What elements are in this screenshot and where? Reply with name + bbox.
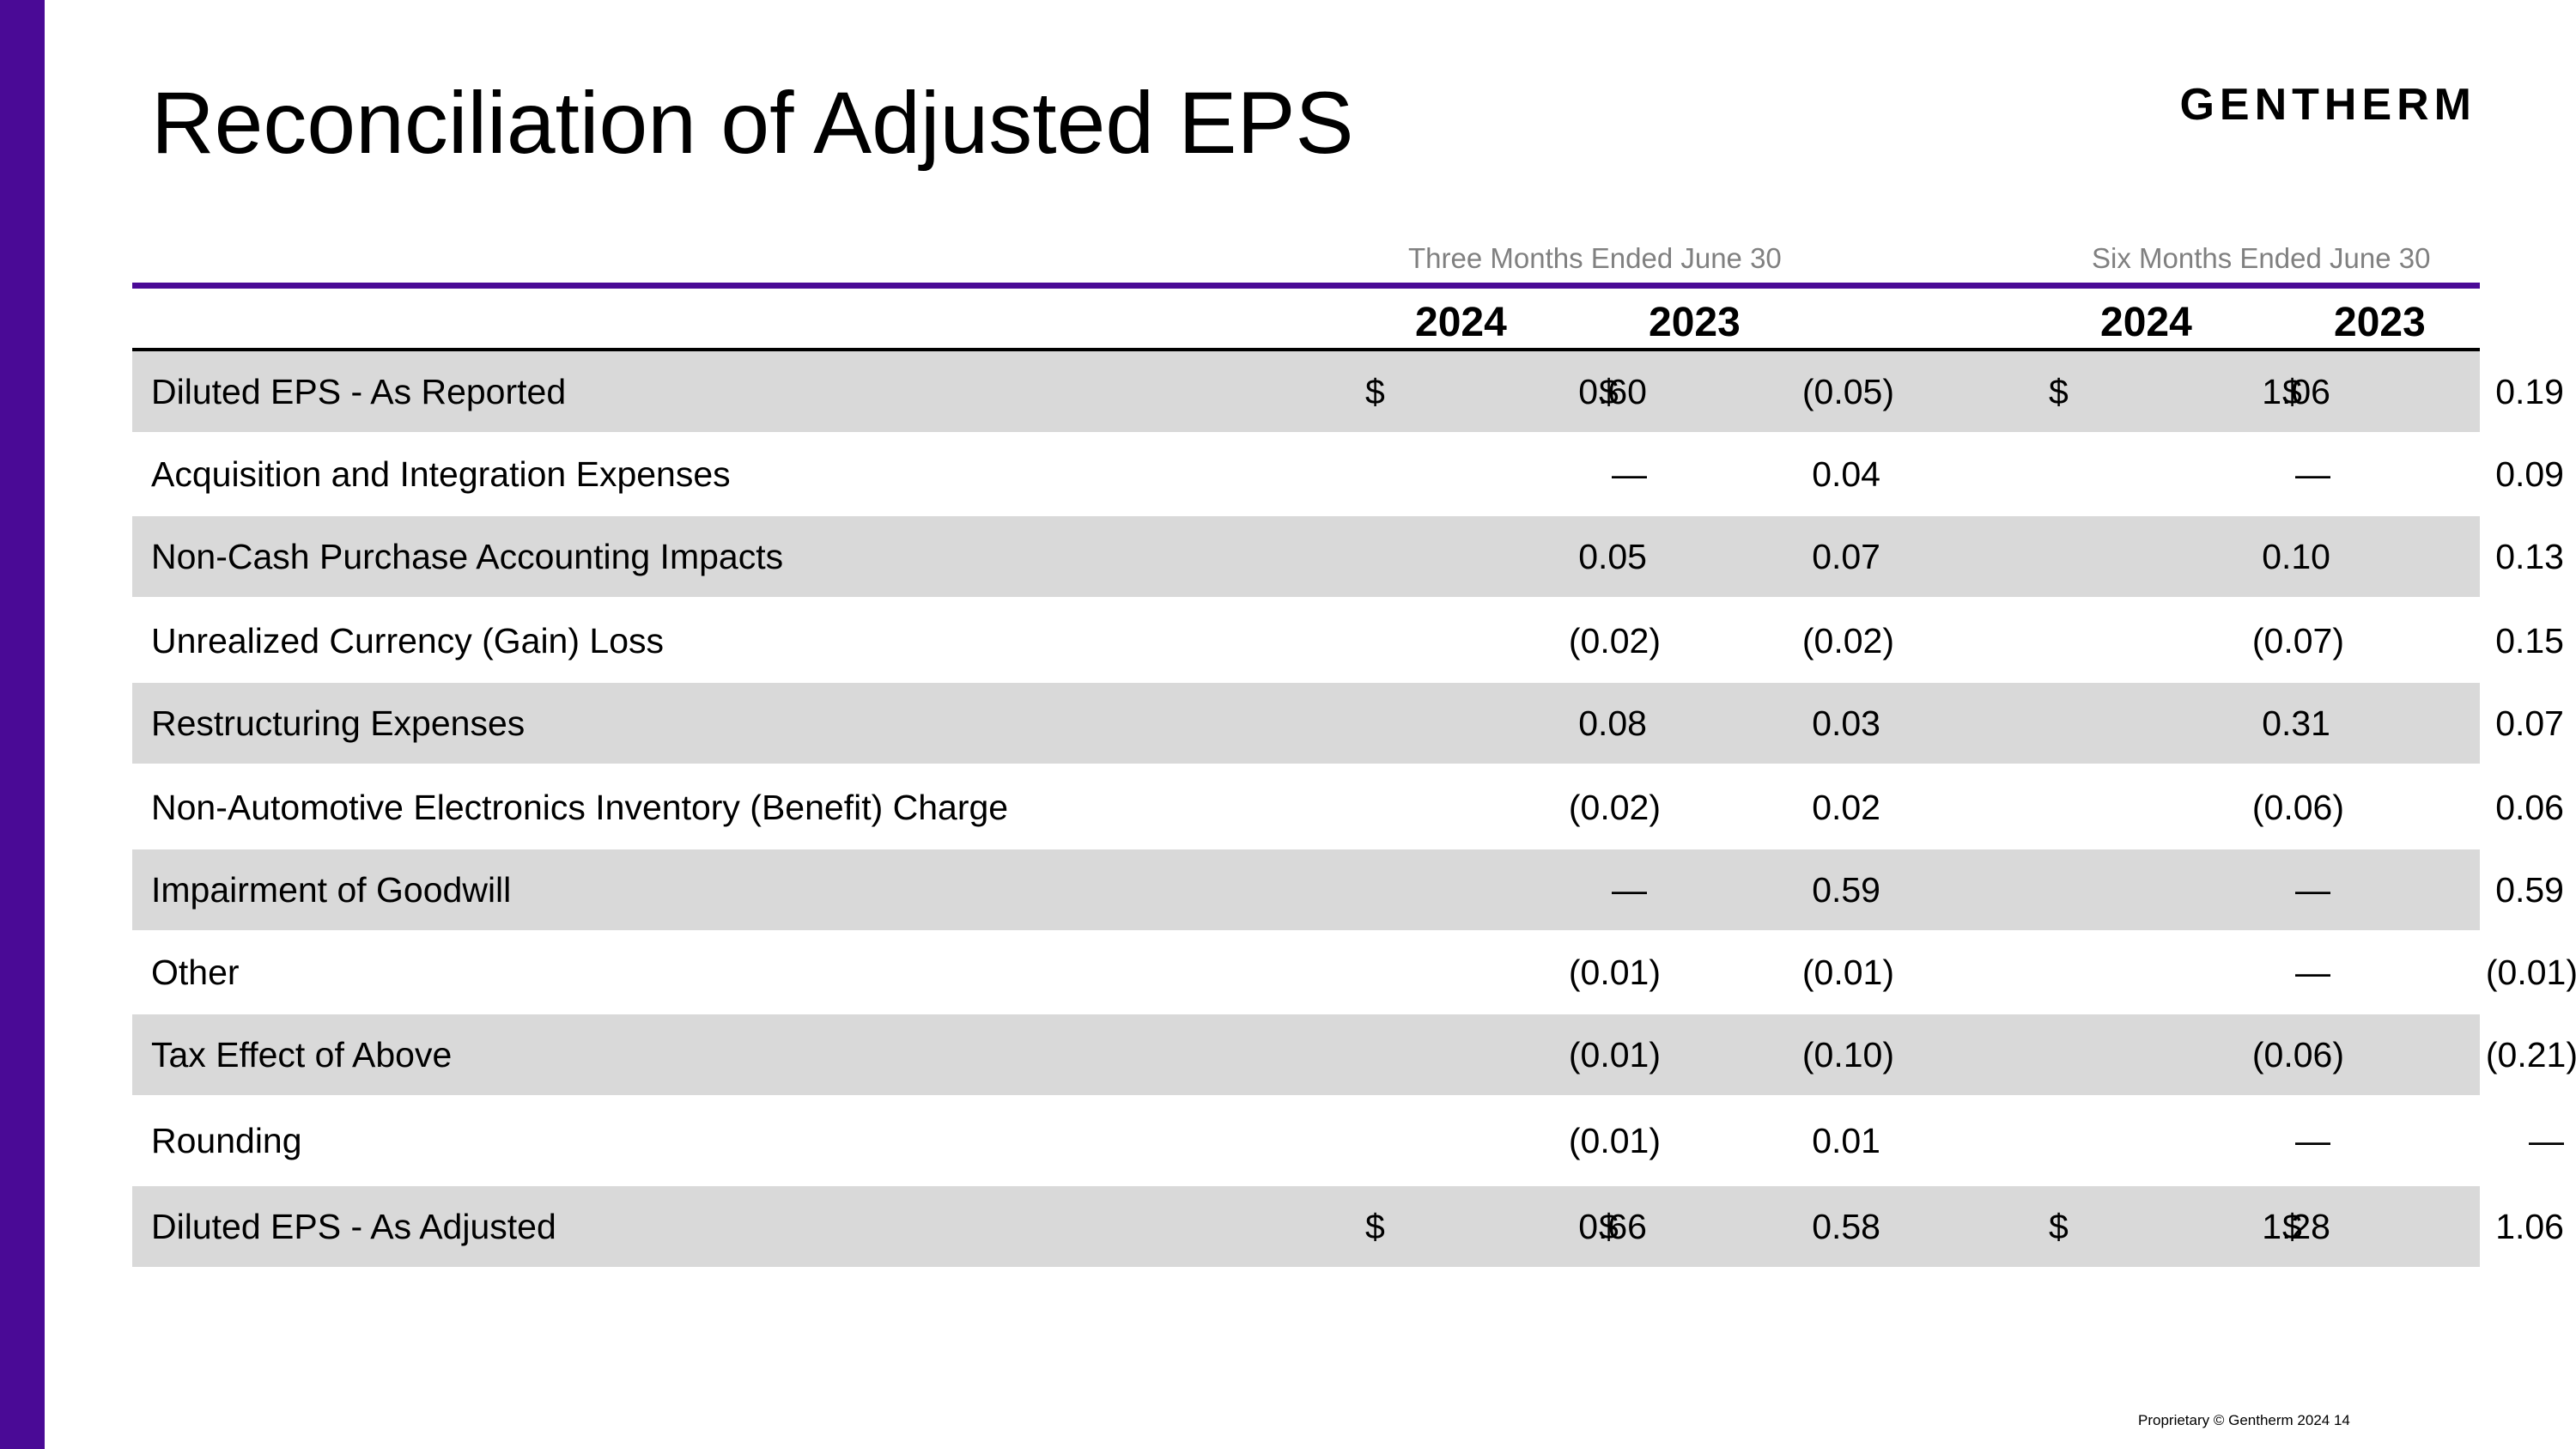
table-row: Non-Cash Purchase Accounting Impacts 0.05… (132, 516, 2564, 597)
value-cell: — (2295, 953, 2330, 992)
value-cell: 0.59 (2495, 870, 2564, 910)
period-header-six-months: Six Months Ended June 30 (2092, 242, 2431, 274)
value-cell: (0.01) (1801, 953, 1894, 992)
value-cell: (0.01) (1568, 1121, 1661, 1160)
table-row: Acquisition and Integration Expenses — 0.0… (132, 434, 2564, 514)
value-cell: 0.15 (2495, 621, 2564, 661)
table-row: Diluted EPS - As Reported $0.60 $ (0.05) $1.… (132, 351, 2564, 432)
value-cell: (0.02) (1568, 621, 1661, 661)
year-header-q-2023: 2023 (1649, 300, 1741, 345)
table-row: Restructuring Expenses 0.08 0.03 0.31 0.07 (132, 683, 2564, 764)
value-cell: 1.28 (2262, 1207, 2330, 1246)
header-rule-black (132, 348, 2480, 351)
value-cell: (0.05) (1801, 372, 1894, 411)
value-cell: 0.02 (1812, 788, 1880, 827)
row-label: Tax Effect of Above (151, 1035, 453, 1075)
currency-symbol: $ (2282, 1207, 2302, 1246)
value-cell: 0.10 (2262, 537, 2330, 576)
table-row: Unrealized Currency (Gain) Loss (0.02) (0.… (132, 600, 2564, 681)
value-cell: 0.07 (1812, 537, 1880, 576)
row-label: Diluted EPS - As Adjusted (151, 1207, 556, 1246)
value-cell: 0.58 (1812, 1207, 1880, 1246)
value-cell: (0.10) (1801, 1035, 1894, 1075)
value-cell: 0.05 (1578, 537, 1647, 576)
value-cell: 0.06 (2495, 788, 2564, 827)
value-cell: 0.59 (1812, 870, 1880, 910)
currency-symbol: $ (2049, 372, 2069, 411)
currency-symbol: $ (1599, 372, 1619, 411)
value-cell: (0.01) (1568, 1035, 1661, 1075)
row-label: Diluted EPS - As Reported (151, 372, 567, 411)
footer-note: Proprietary © Gentherm 2024 14 (2138, 1412, 2350, 1428)
table-row: Diluted EPS - As Adjusted $0.66 $0.58 $1.28… (132, 1186, 2564, 1267)
value-cell: 0.07 (2495, 703, 2564, 743)
value-cell: — (2295, 870, 2330, 910)
value-cell: 0.13 (2495, 537, 2564, 576)
year-header-ytd-2024: 2024 (2100, 300, 2192, 345)
currency-symbol: $ (1599, 1207, 1619, 1246)
value-cell: (0.07) (2251, 621, 2344, 661)
accent-bar (0, 0, 45, 1449)
row-label: Impairment of Goodwill (151, 870, 512, 910)
table-row: Non-Automotive Electronics Inventory (Be… (132, 767, 2564, 848)
table-row: Other (0.01) (0.01) — (0.01) (132, 932, 2576, 1013)
value-cell: (0.21) (2485, 1035, 2576, 1075)
row-label: Non-Cash Purchase Accounting Impacts (151, 537, 784, 576)
currency-symbol: $ (1365, 1207, 1385, 1246)
value-cell: (0.01) (2485, 953, 2576, 992)
value-cell: (0.06) (2251, 788, 2344, 827)
value-cell: — (2295, 454, 2330, 494)
value-cell: — (1612, 454, 1647, 494)
value-cell: (0.02) (1801, 621, 1894, 661)
value-cell: 1.06 (2495, 1207, 2564, 1246)
value-cell: (0.06) (2251, 1035, 2344, 1075)
value-cell: (0.01) (1568, 953, 1661, 992)
table-row: Impairment of Goodwill — 0.59 — 0.59 (132, 849, 2564, 930)
table-row: Tax Effect of Above (0.01) (0.10) (0.06) (0.… (132, 1014, 2576, 1095)
value-cell: 0.01 (1812, 1121, 1880, 1160)
row-label: Unrealized Currency (Gain) Loss (151, 621, 665, 661)
value-cell: 0.09 (2495, 454, 2564, 494)
value-cell: — (1612, 870, 1647, 910)
value-cell: (0.02) (1568, 788, 1661, 827)
value-cell: 1.06 (2262, 372, 2330, 411)
gentherm-logo: GENTHERM (2179, 80, 2476, 130)
currency-symbol: $ (1365, 372, 1385, 411)
currency-symbol: $ (2282, 372, 2302, 411)
row-label: Restructuring Expenses (151, 703, 526, 743)
row-label: Rounding (151, 1121, 302, 1160)
period-header-three-months: Three Months Ended June 30 (1408, 242, 1782, 274)
row-label: Acquisition and Integration Expenses (151, 454, 731, 494)
value-cell: 0.31 (2262, 703, 2330, 743)
header-rule-purple (132, 283, 2480, 289)
value-cell: 0.66 (1578, 1207, 1647, 1246)
table-row: Rounding (0.01) 0.01 — — (132, 1100, 2564, 1181)
value-cell: — (2529, 1121, 2564, 1160)
value-cell: 0.19 (2495, 372, 2564, 411)
value-cell: 0.04 (1812, 454, 1880, 494)
row-label: Other (151, 953, 240, 992)
row-label: Non-Automotive Electronics Inventory (Be… (151, 788, 1009, 827)
value-cell: 0.60 (1578, 372, 1647, 411)
currency-symbol: $ (2049, 1207, 2069, 1246)
year-header-ytd-2023: 2023 (2334, 300, 2426, 345)
year-header-q-2024: 2024 (1415, 300, 1507, 345)
value-cell: 0.08 (1578, 703, 1647, 743)
page-title: Reconciliation of Adjusted EPS (151, 74, 1354, 172)
value-cell: 0.03 (1812, 703, 1880, 743)
value-cell: — (2295, 1121, 2330, 1160)
